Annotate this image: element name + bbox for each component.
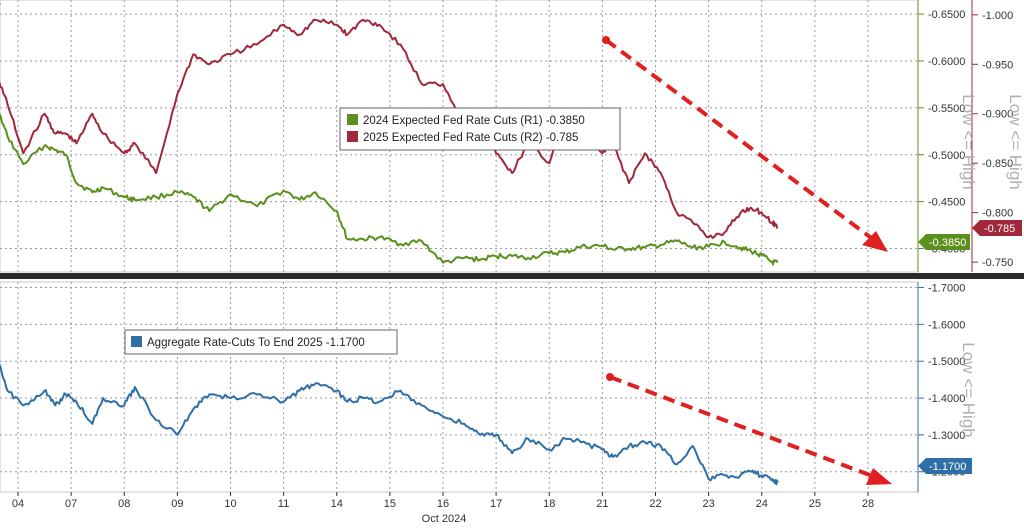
x-tick-label: 24 (756, 498, 768, 510)
r2-tick-label: -1.000 (982, 10, 1013, 22)
series-line-aggregate-rate-cuts (0, 297, 779, 486)
r1-tick-label: -0.5500 (928, 103, 965, 115)
x-tick-label: 22 (649, 498, 661, 510)
bottom-gridlines (0, 282, 918, 492)
x-tick-label: 25 (809, 498, 821, 510)
x-tick-label: 16 (437, 498, 449, 510)
x-tick-label: 14 (331, 498, 343, 510)
x-tick-label: 15 (384, 498, 396, 510)
r2-tick-label: -0.750 (982, 257, 1013, 269)
top-gridlines (0, 0, 918, 272)
svg-text:-1.1700: -1.1700 (929, 461, 966, 473)
x-tick-label: 09 (171, 498, 183, 510)
r1-tick-label: -0.6000 (928, 56, 965, 68)
svg-text:-0.785: -0.785 (984, 223, 1015, 235)
bottom-last-value-tag: -1.1700 (918, 458, 972, 474)
r2-tick-label: -0.850 (982, 158, 1013, 170)
x-tick-label: 08 (118, 498, 130, 510)
x-tick-label: 21 (596, 498, 608, 510)
bottom-series-group (0, 297, 779, 486)
bottom-y-tick-label: -1.3000 (928, 430, 965, 442)
x-tick-label: 11 (278, 498, 289, 510)
r1-last-value-tag: -0.3850 (918, 234, 970, 250)
bottom-y-tick-label: -1.5000 (928, 356, 965, 368)
x-tick-label: 10 (224, 498, 236, 510)
r2-tick-label: -0.900 (982, 109, 1013, 121)
x-axis: 04 07 08 09 10 11 14 15 16 17 18 21 22 23 24 25 28 (12, 492, 874, 510)
r1-tick-label: -0.6500 (928, 9, 965, 21)
panel-divider[interactable] (0, 273, 1024, 279)
legend-label-2024: 2024 Expected Fed Rate Cuts (R1) -0.3850 (363, 115, 585, 127)
r2-axis: -1.000 -0.950 -0.900 -0.850 -0.800 -0.750 (971, 0, 1013, 272)
x-tick-label: 23 (703, 498, 715, 510)
x-axis-label: Oct 2024 (422, 513, 467, 525)
x-tick-label: 07 (65, 498, 77, 510)
r1-direction-annotation: Low <= High (959, 94, 978, 189)
bottom-y-tick-label: -1.6000 (928, 319, 965, 331)
bottom-legend: Aggregate Rate-Cuts To End 2025 -1.1700 (124, 329, 398, 355)
r2-tick-label: -0.800 (982, 208, 1013, 220)
legend-swatch-aggregate (131, 336, 142, 347)
bottom-trend-arrow (606, 373, 892, 485)
svg-text:-0.3850: -0.3850 (929, 237, 966, 249)
x-tick-label: 04 (12, 498, 24, 510)
bottom-y-tick-label: -1.4000 (928, 393, 965, 405)
x-tick-label: 28 (862, 498, 874, 510)
r1-tick-label: -0.4500 (928, 197, 965, 209)
bottom-direction-annotation: Low <= High (959, 342, 978, 437)
bottom-y-tick-label: -1.7000 (928, 283, 965, 295)
r2-direction-annotation: Low <= High (1006, 94, 1024, 189)
r1-axis: -0.6500-0.6000-0.5500-0.5000-0.4500-0.40… (917, 0, 965, 272)
legend-label-aggregate: Aggregate Rate-Cuts To End 2025 -1.1700 (147, 337, 365, 349)
series-line-2025-rate-cuts (0, 3, 779, 239)
r2-last-value-tag: -0.785 (972, 220, 1022, 236)
top-trend-arrow (602, 36, 888, 252)
r2-tick-label: -0.950 (982, 59, 1013, 71)
top-legend: 2024 Expected Fed Rate Cuts (R1) -0.3850… (339, 107, 621, 151)
x-tick-label: 17 (490, 498, 502, 510)
series-line-2024-rate-cuts (0, 2, 779, 266)
legend-swatch-2024 (347, 114, 358, 125)
bottom-plot-area (0, 281, 919, 493)
legend-label-2025: 2025 Expected Fed Rate Cuts (R2) -0.785 (363, 132, 578, 144)
x-tick-label: 18 (543, 498, 555, 510)
legend-swatch-2025 (347, 131, 358, 142)
r1-tick-label: -0.5000 (928, 150, 965, 162)
top-series-group (0, 2, 779, 266)
